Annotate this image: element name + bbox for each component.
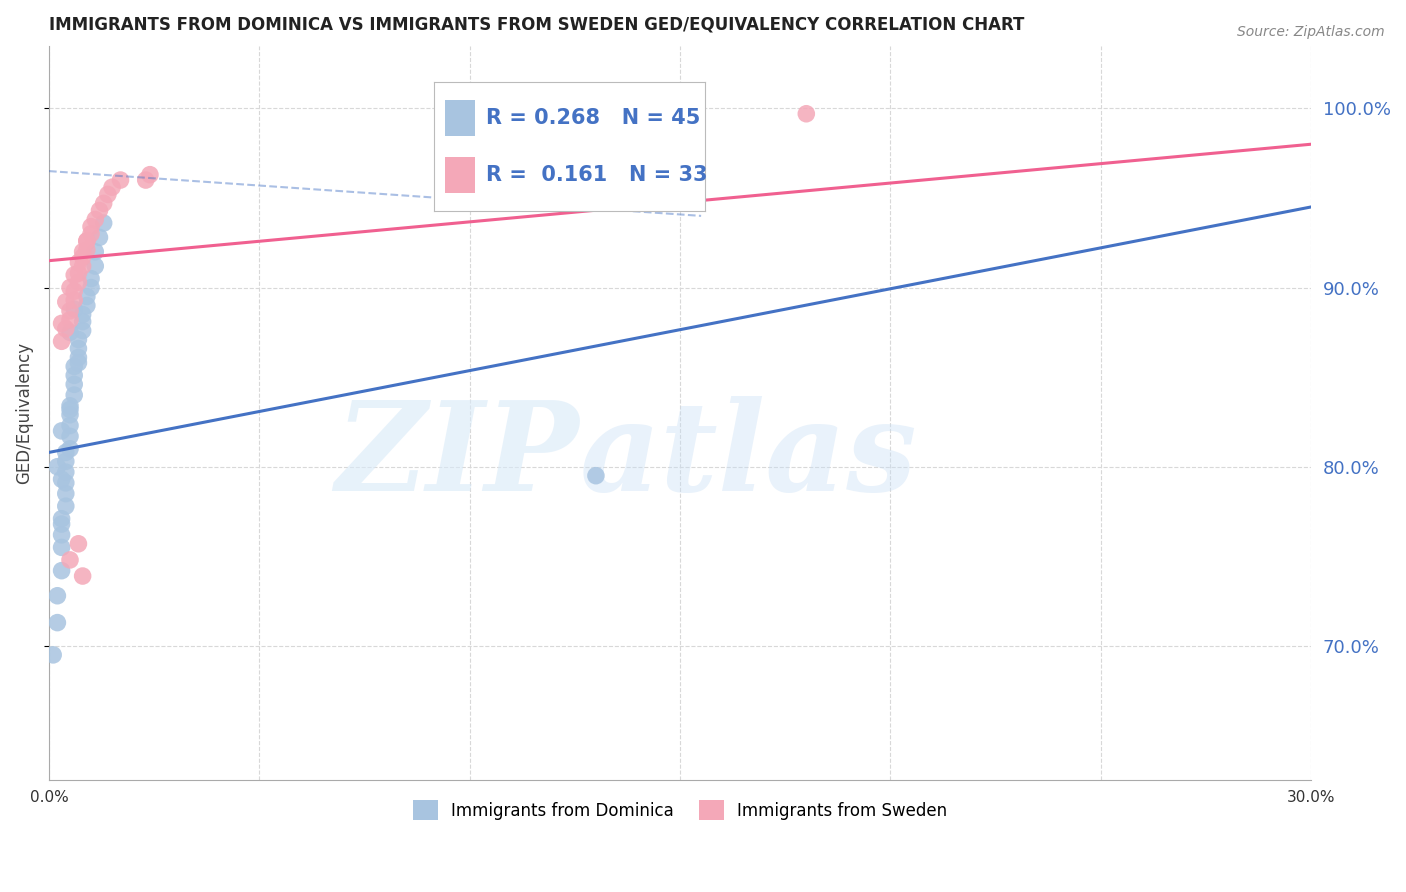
Point	[55, 322, 77, 336]
Point	[72, 315, 94, 329]
Point	[76, 289, 98, 303]
Point	[67, 356, 90, 370]
Point	[63, 293, 86, 307]
Point	[59, 442, 82, 456]
Point	[72, 569, 94, 583]
Point	[46, 459, 69, 474]
Point	[84, 212, 107, 227]
Point	[59, 429, 82, 443]
Point	[63, 359, 86, 374]
Point	[72, 259, 94, 273]
Point	[51, 512, 73, 526]
Point	[67, 275, 90, 289]
Point	[89, 203, 111, 218]
Y-axis label: GED/Equivalency: GED/Equivalency	[15, 342, 32, 484]
Point	[72, 308, 94, 322]
Point	[585, 468, 607, 483]
Point	[51, 334, 73, 349]
Point	[59, 408, 82, 422]
Point	[97, 187, 120, 202]
Point	[794, 107, 817, 121]
Point	[55, 454, 77, 468]
Point	[63, 377, 86, 392]
Point	[59, 402, 82, 417]
Point	[110, 173, 132, 187]
Point	[84, 244, 107, 259]
Point	[72, 244, 94, 259]
Point	[135, 173, 157, 187]
Point	[63, 368, 86, 383]
Point	[80, 271, 103, 285]
Point	[59, 553, 82, 567]
Point	[67, 255, 90, 269]
Point	[59, 399, 82, 413]
Point	[55, 486, 77, 500]
Point	[59, 326, 82, 340]
Point	[72, 324, 94, 338]
Point	[93, 216, 115, 230]
Point	[51, 317, 73, 331]
Point	[55, 475, 77, 490]
Text: IMMIGRANTS FROM DOMINICA VS IMMIGRANTS FROM SWEDEN GED/EQUIVALENCY CORRELATION C: IMMIGRANTS FROM DOMINICA VS IMMIGRANTS F…	[49, 15, 1025, 33]
Point	[76, 298, 98, 312]
Point	[51, 517, 73, 532]
Point	[59, 280, 82, 294]
Text: ZIP: ZIP	[336, 396, 579, 518]
Point	[67, 333, 90, 347]
Point	[89, 230, 111, 244]
Point	[46, 615, 69, 630]
Text: atlas: atlas	[579, 396, 917, 518]
Point	[84, 259, 107, 273]
Point	[139, 168, 162, 182]
Point	[76, 243, 98, 257]
Legend: Immigrants from Dominica, Immigrants from Sweden: Immigrants from Dominica, Immigrants fro…	[406, 793, 955, 827]
Point	[59, 313, 82, 327]
Point	[51, 541, 73, 555]
Point	[67, 266, 90, 280]
Point	[55, 499, 77, 513]
Point	[42, 648, 65, 662]
Point	[55, 294, 77, 309]
Point	[51, 472, 73, 486]
Point	[63, 268, 86, 282]
Point	[63, 301, 86, 316]
Point	[80, 280, 103, 294]
Point	[51, 424, 73, 438]
Point	[63, 284, 86, 298]
Point	[63, 388, 86, 402]
Point	[80, 227, 103, 241]
Point	[67, 351, 90, 365]
Point	[93, 196, 115, 211]
Point	[51, 564, 73, 578]
Point	[55, 465, 77, 479]
Text: Source: ZipAtlas.com: Source: ZipAtlas.com	[1237, 25, 1385, 39]
Point	[55, 445, 77, 459]
Point	[59, 418, 82, 433]
Point	[67, 342, 90, 356]
Point	[59, 303, 82, 318]
Point	[80, 219, 103, 234]
Point	[72, 250, 94, 264]
Point	[67, 537, 90, 551]
Point	[76, 234, 98, 248]
Point	[76, 234, 98, 248]
Point	[101, 180, 124, 194]
Point	[46, 589, 69, 603]
Point	[51, 528, 73, 542]
